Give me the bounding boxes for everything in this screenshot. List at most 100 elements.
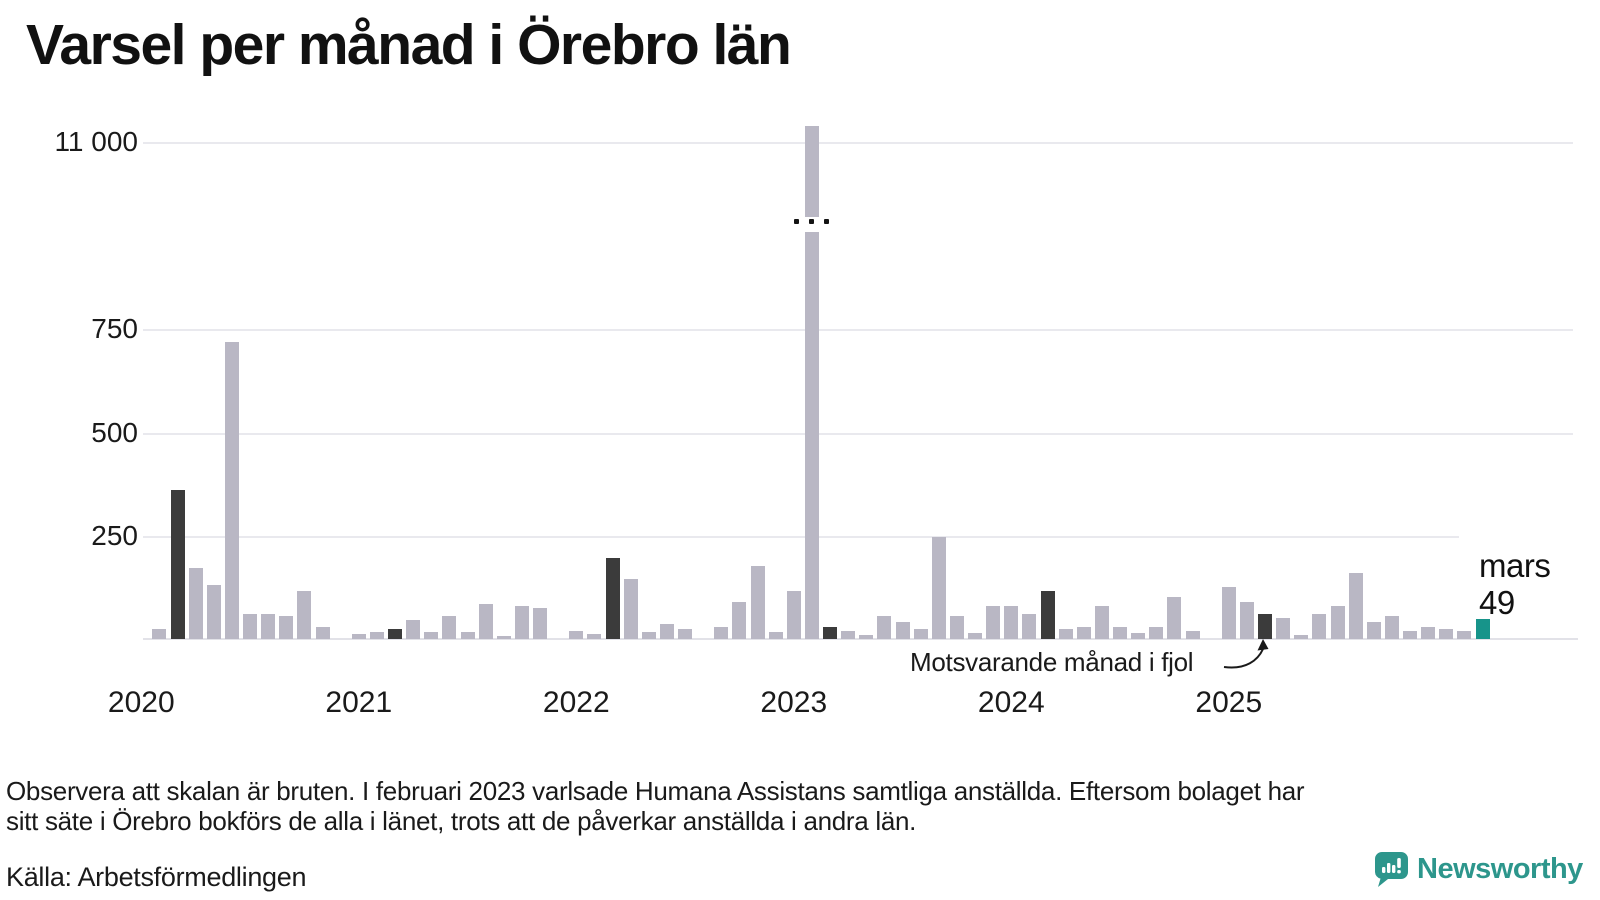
latest-month-name: mars <box>1479 547 1551 584</box>
x-axis-label-2022: 2022 <box>542 686 610 719</box>
annotation-arrow-icon <box>1223 639 1269 669</box>
bar-mars 2020 <box>170 490 185 639</box>
source-label: Källa: Arbetsförmedlingen <box>6 862 307 892</box>
footnote: Observera att skalan är bruten. I februa… <box>6 776 1596 836</box>
bar-sep 2022 <box>714 627 729 639</box>
bar-jan 2022 <box>569 631 584 639</box>
bar-feb 2022 <box>587 634 602 639</box>
bar-feb 2025 <box>1239 602 1254 639</box>
x-axis-label-2023: 2023 <box>760 686 828 719</box>
newsworthy-logo-icon <box>1375 852 1408 887</box>
bar-juli 2022 <box>678 629 692 639</box>
bar-nov 2025 <box>1403 631 1417 639</box>
y-axis-label: 500 <box>91 416 138 448</box>
bar-juli 2021 <box>460 632 475 639</box>
page-title: Varsel per månad i Örebro län <box>26 13 792 77</box>
bar-juli 2023 <box>895 622 910 639</box>
x-axis-label-2024: 2024 <box>977 686 1045 719</box>
bar-juni 2021 <box>442 616 457 639</box>
bar-mars 2026 <box>1475 619 1490 639</box>
bar-okt 2025 <box>1384 616 1399 639</box>
x-axis-label-2025: 2025 <box>1195 686 1263 719</box>
bar-feb 2024 <box>1022 614 1037 639</box>
y-axis-label: 250 <box>91 520 138 551</box>
y-axis-label: 750 <box>91 313 138 344</box>
bar-jan 2021 <box>351 634 366 639</box>
footnote-line-1: Observera att skalan är bruten. I februa… <box>6 776 1305 806</box>
bar-aug 2025 <box>1348 573 1363 639</box>
bar-april 2021 <box>406 620 421 639</box>
bar-mars 2023 <box>823 627 837 639</box>
bar-maj 2025 <box>1294 635 1309 639</box>
bar-jan 2023 <box>786 591 801 639</box>
bar-dec 2025 <box>1421 627 1436 639</box>
bar-feb 2023-upper <box>804 126 819 217</box>
bar-nov 2022 <box>750 566 765 639</box>
bar-mars 2022 <box>605 558 620 639</box>
bar-maj 2022 <box>641 632 656 639</box>
bar-okt 2020 <box>297 591 312 639</box>
bar-aug 2020 <box>261 614 276 639</box>
x-axis-label-2020: 2020 <box>107 686 175 719</box>
bar-mars 2021 <box>388 629 403 639</box>
bar-nov 2024 <box>1185 631 1200 639</box>
bar-maj 2021 <box>424 632 439 639</box>
gridline-11000 <box>143 142 1573 144</box>
bar-feb 2026 <box>1457 631 1472 639</box>
scale-break-dot <box>809 219 815 224</box>
bar-april 2022 <box>623 579 638 639</box>
x-axis-label-2021: 2021 <box>325 686 393 719</box>
bar-april 2025 <box>1276 618 1291 639</box>
bar-juni 2023 <box>877 616 892 639</box>
bar-feb 2023 <box>804 232 819 639</box>
bar-nov 2023 <box>968 633 982 639</box>
bar-jan 2024 <box>1004 606 1019 639</box>
bar-okt 2021 <box>514 606 529 639</box>
annotation-label: Motsvarande månad i fjol <box>910 647 1194 677</box>
newsworthy-logo[interactable]: Newsworthy <box>1374 851 1583 888</box>
bar-dec 2022 <box>768 632 783 639</box>
bar-okt 2024 <box>1167 597 1182 639</box>
bar-mars 2024 <box>1040 591 1055 639</box>
y-axis-label: 11 000 <box>54 126 138 157</box>
bar-sep 2020 <box>279 616 294 639</box>
bar-dec 2023 <box>986 606 1001 639</box>
bar-nov 2021 <box>533 608 547 639</box>
bar-okt 2022 <box>732 602 747 639</box>
bar-juli 2024 <box>1113 627 1127 639</box>
bar-april 2020 <box>188 568 203 639</box>
bar-mars 2025 <box>1258 614 1272 639</box>
latest-month-value: 49 <box>1479 584 1515 621</box>
bar-maj 2024 <box>1076 627 1091 639</box>
bar-maj 2020 <box>206 585 221 639</box>
x-axis-line <box>143 638 1578 640</box>
bar-jan 2026 <box>1439 629 1454 639</box>
bar-juli 2020 <box>243 614 258 639</box>
bar-juni 2020 <box>224 342 239 639</box>
bar-aug 2024 <box>1131 633 1146 639</box>
newsworthy-wordmark: Newsworthy <box>1417 853 1583 885</box>
bar-juni 2024 <box>1094 606 1109 639</box>
bar-aug 2023 <box>913 629 928 639</box>
bar-sep 2021 <box>496 636 511 639</box>
bar-maj 2023 <box>859 635 874 639</box>
bar-jan 2025 <box>1221 587 1236 639</box>
scale-break-dot <box>794 219 800 224</box>
gridline-500 <box>143 432 1573 435</box>
bar-okt 2023 <box>949 616 964 639</box>
bar-sep 2025 <box>1366 622 1381 639</box>
bar-april 2023 <box>841 631 856 639</box>
latest-month-label: mars 49 <box>1479 547 1551 621</box>
bar-sep 2023 <box>931 537 946 639</box>
bar-feb 2020 <box>152 629 167 639</box>
bar-juli 2025 <box>1330 606 1345 639</box>
bar-juni 2025 <box>1312 614 1327 639</box>
bar-nov 2020 <box>315 627 330 639</box>
bar-sep 2024 <box>1149 627 1164 639</box>
bar-aug 2021 <box>478 604 493 639</box>
bar-juni 2022 <box>659 624 674 639</box>
gridline-750 <box>143 329 1573 331</box>
gridline-250 <box>143 536 1459 538</box>
